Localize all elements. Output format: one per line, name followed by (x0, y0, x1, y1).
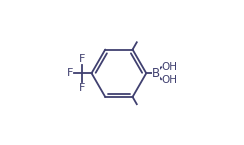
Text: B: B (152, 67, 160, 80)
Text: OH: OH (162, 75, 178, 85)
Text: F: F (79, 83, 86, 93)
Text: F: F (79, 54, 86, 64)
Text: OH: OH (162, 62, 178, 72)
Text: F: F (67, 68, 73, 78)
